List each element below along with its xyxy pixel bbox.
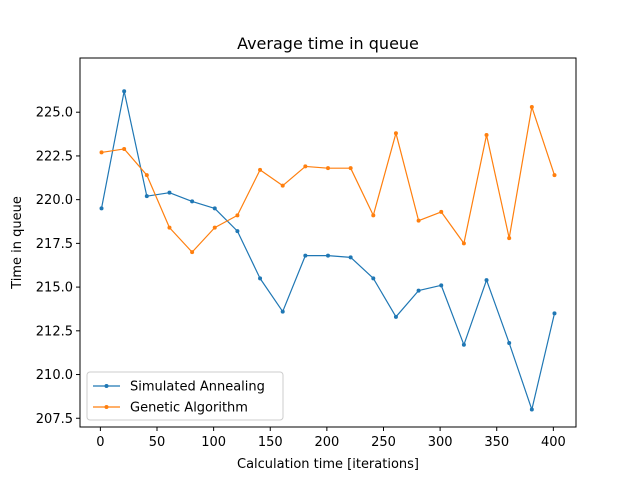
y-tick-label: 212.5 — [36, 324, 73, 339]
y-tick-label: 210.0 — [36, 368, 73, 383]
y-axis: 207.5 210.0 212.5 215.0 217.5 220.0 222.5 225.0 — [36, 106, 80, 427]
data-point-simulated-annealing — [484, 278, 489, 283]
y-tick-label: 215.0 — [36, 281, 73, 296]
data-point-simulated-annealing — [393, 314, 398, 319]
data-point-simulated-annealing — [371, 276, 376, 281]
data-point-genetic-algorithm — [212, 225, 217, 230]
data-point-simulated-annealing — [303, 253, 308, 258]
x-tick-label: 400 — [541, 435, 566, 450]
x-tick-label: 250 — [371, 435, 396, 450]
data-point-genetic-algorithm — [167, 225, 172, 230]
data-point-genetic-algorithm — [529, 104, 534, 109]
y-tick-label: 220.0 — [36, 193, 73, 208]
plot-frame — [79, 57, 577, 428]
plot-series — [99, 89, 557, 412]
data-point-genetic-algorithm — [280, 183, 285, 188]
x-tick-label: 50 — [149, 435, 166, 450]
y-tick-label: 225.0 — [36, 106, 73, 121]
x-tick-label: 100 — [201, 435, 226, 450]
data-point-genetic-algorithm — [326, 166, 330, 171]
data-point-genetic-algorithm — [348, 166, 353, 171]
legend-box — [86, 371, 284, 421]
data-point-simulated-annealing — [507, 341, 512, 346]
data-point-genetic-algorithm — [484, 132, 489, 137]
data-point-genetic-algorithm — [393, 131, 398, 136]
data-point-simulated-annealing — [99, 206, 104, 211]
legend-label-genetic-algorithm: Genetic Algorithm — [130, 401, 248, 416]
data-point-simulated-annealing — [144, 194, 149, 199]
data-point-genetic-algorithm — [190, 250, 195, 255]
data-point-genetic-algorithm — [371, 213, 376, 218]
data-point-genetic-algorithm — [99, 150, 104, 155]
data-point-simulated-annealing — [167, 190, 172, 195]
x-axis-label: Calculation time [iterations] — [237, 457, 419, 472]
data-point-simulated-annealing — [326, 253, 330, 258]
data-point-genetic-algorithm — [303, 164, 308, 169]
data-point-genetic-algorithm — [416, 218, 421, 223]
chart-title: Average time in queue — [237, 34, 419, 53]
data-point-simulated-annealing — [258, 276, 263, 281]
x-tick-label: 200 — [314, 435, 339, 450]
x-tick-label: 0 — [96, 435, 104, 450]
x-tick-label: 350 — [484, 435, 509, 450]
data-point-simulated-annealing — [190, 199, 195, 204]
data-point-simulated-annealing — [416, 288, 421, 293]
legend-marker-genetic-algorithm — [104, 405, 109, 409]
legend-label-simulated-annealing: Simulated Annealing — [130, 380, 265, 395]
y-tick-label: 207.5 — [36, 412, 73, 427]
data-point-genetic-algorithm — [552, 173, 557, 178]
x-tick-label: 300 — [428, 435, 453, 450]
data-point-simulated-annealing — [235, 229, 240, 234]
data-point-simulated-annealing — [348, 255, 353, 260]
data-point-simulated-annealing — [529, 407, 534, 412]
legend: Simulated Annealing Genetic Algorithm — [86, 371, 284, 421]
data-point-simulated-annealing — [439, 283, 444, 288]
data-point-genetic-algorithm — [122, 146, 127, 151]
data-point-simulated-annealing — [122, 89, 127, 94]
data-point-genetic-algorithm — [144, 173, 149, 178]
data-point-simulated-annealing — [461, 342, 466, 347]
y-axis-label: Time in queue — [10, 196, 25, 290]
y-tick-label: 222.5 — [36, 149, 73, 164]
data-point-simulated-annealing — [280, 309, 285, 314]
data-point-simulated-annealing — [212, 206, 217, 211]
data-point-simulated-annealing — [552, 311, 557, 316]
data-point-genetic-algorithm — [439, 209, 444, 214]
x-tick-label: 150 — [258, 435, 283, 450]
data-point-genetic-algorithm — [507, 236, 512, 241]
data-point-genetic-algorithm — [461, 241, 466, 246]
data-point-genetic-algorithm — [235, 213, 240, 218]
x-axis: 0 50 100 150 200 250 300 350 400 — [96, 427, 566, 450]
data-point-genetic-algorithm — [258, 167, 263, 172]
legend-marker-simulated-annealing — [104, 384, 109, 388]
y-tick-label: 217.5 — [36, 237, 73, 252]
